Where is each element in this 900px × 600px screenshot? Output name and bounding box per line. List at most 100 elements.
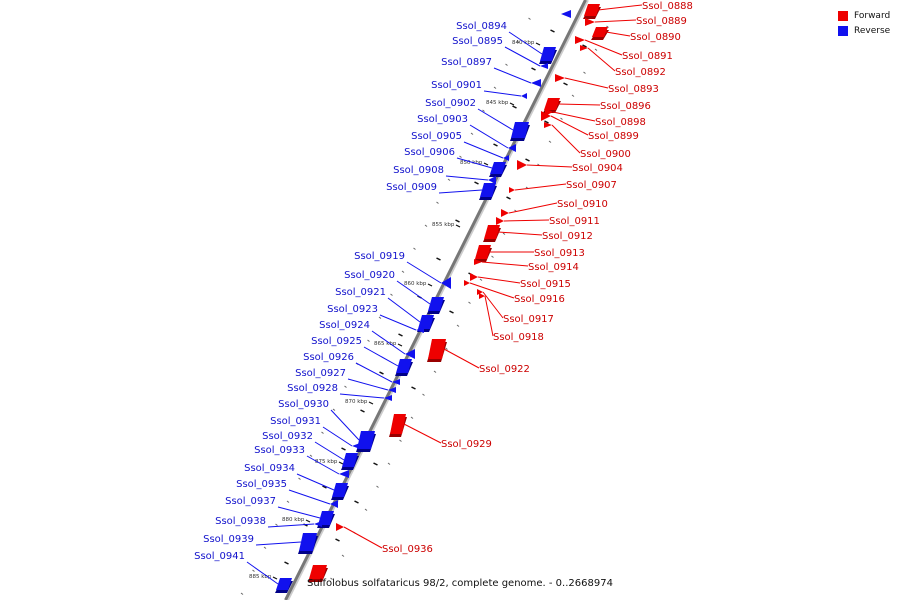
reverse-gene-label: Ssol_0934 [244,463,295,474]
forward-gene [501,209,509,217]
minor-mark [516,40,520,43]
leader-line [277,506,321,519]
reverse-gene [356,431,376,452]
leader-line [493,67,532,84]
minor-mark [344,385,347,388]
leader-line [469,282,515,299]
minor-mark [606,25,609,28]
reverse-gene-label: Ssol_0906 [404,147,455,158]
leader-line [443,348,480,369]
forward-gene [336,523,344,531]
minor-mark [376,485,379,488]
leader-line [322,426,353,447]
minor-mark [424,224,428,227]
minor-mark [275,523,278,526]
reverse-gene-label: Ssol_0895 [452,36,503,47]
reverse-gene-label: Ssol_0939 [203,534,254,545]
forward-gene [308,565,328,582]
minor-mark [390,293,393,296]
leader-line [246,561,279,585]
leader-line [605,31,631,37]
tick-label: 850 kbp [460,160,483,166]
tick-label: 875 kbp [315,459,338,465]
minor-mark [459,155,462,158]
minor-mark [594,48,598,51]
reverse-gene [508,144,516,152]
reverse-gene-label: Ssol_0920 [344,270,395,281]
forward-gene-label: Ssol_0889 [636,16,687,27]
genome-caption: Sulfolobus solfataricus 98/2, complete g… [307,578,613,589]
reverse-gene-label: Ssol_0905 [411,131,462,142]
forward-gene-label: Ssol_0892 [615,67,666,78]
leader-line [564,77,609,89]
forward-gene-label: Ssol_0907 [566,180,617,191]
leader-line [552,111,596,122]
reverse-gene-label: Ssol_0923 [327,304,378,315]
minor-mark [422,393,425,396]
reverse-gene-label: Ssol_0925 [311,336,362,347]
reverse-gene [331,483,349,500]
tick-mark [368,401,374,405]
leader-line [594,19,637,23]
leader-line [497,231,543,236]
forward-gene-label: Ssol_0916 [514,294,565,305]
minor-mark [436,201,439,204]
leader-line [387,297,421,323]
tick-mark [338,461,344,465]
minor-mark [479,278,483,281]
legend-reverse-label: Reverse [854,25,891,36]
leader-line [526,164,573,168]
minor-mark [364,508,368,511]
leader-line [267,523,315,528]
leader-line [296,473,335,491]
forward-gene [575,36,585,44]
gene-features [275,4,609,593]
leader-line [438,189,483,194]
forward-gene [544,122,552,128]
reverse-gene [561,10,571,18]
tick-mark [455,224,461,228]
leader-line [481,261,529,267]
minor-mark [571,94,575,97]
legend: Forward Reverse [838,8,890,38]
leader-line [363,346,399,367]
forward-gene [474,245,492,262]
forward-gene-label: Ssol_0888 [642,1,693,12]
reverse-gene-label: Ssol_0930 [278,399,329,410]
reverse-gene-label: Ssol_0937 [225,496,276,507]
minor-mark [449,310,454,314]
forward-gene [541,111,551,121]
reverse-gene-label: Ssol_0902 [425,98,476,109]
minor-mark [583,71,586,74]
leader-line [463,141,504,159]
leader-line [347,378,389,391]
minor-mark [468,301,471,304]
leader-line [445,175,489,181]
forward-gene [509,187,515,193]
leader-line [557,103,601,106]
leader-line [306,455,340,475]
minor-mark [298,477,301,480]
tick-label: 855 kbp [432,222,455,228]
leader-line [255,541,302,546]
tick-mark [427,283,433,287]
forward-gene [479,293,485,299]
leader-line [514,183,567,191]
reverse-gene [330,500,338,508]
tick-mark [483,162,489,166]
forward-gene [517,160,527,170]
forward-gene-label: Ssol_0910 [557,199,608,210]
minor-mark [560,117,563,120]
minor-mark [341,554,345,557]
minor-mark [398,333,403,337]
leader-line [406,261,442,284]
forward-gene-label: Ssol_0929 [441,439,492,450]
forward-gene-label: Ssol_0896 [600,101,651,112]
forward-gene [389,414,407,437]
forward-gene [496,217,504,225]
leader-line [503,219,550,222]
minor-mark [330,577,333,580]
reverse-gene-label: Ssol_0941 [194,551,245,562]
minor-mark [378,316,382,319]
minor-mark [582,44,587,48]
